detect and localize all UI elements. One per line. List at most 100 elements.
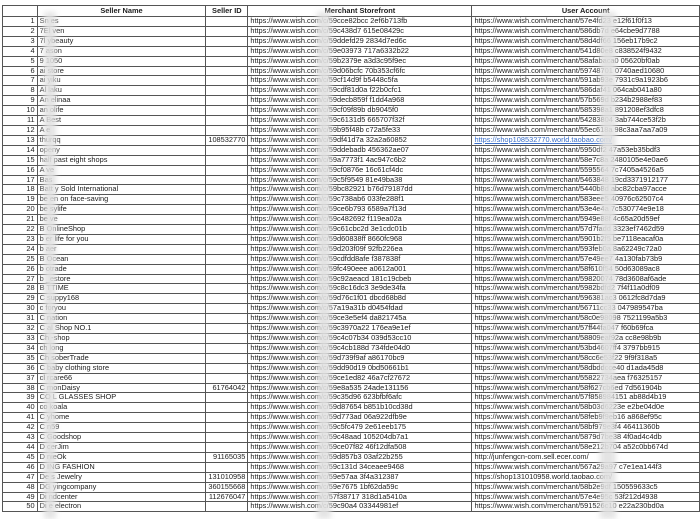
merchant-storefront-cell[interactable]: https://www.wish.com/c/59c92aeacd 181c19… [247, 273, 473, 285]
merchant-storefront-cell[interactable]: https://www.wish.com/c/59ce6b793 6589a7f… [247, 204, 473, 216]
merchant-storefront-cell[interactable]: https://www.wish.com/c/59cdf81d0a f22b0c… [247, 85, 473, 97]
seller-name-cell[interactable]: C Goodshop [36, 432, 207, 443]
user-account-cell[interactable]: https://www.wish.com/merchant/58e7c8a 24… [471, 154, 700, 166]
seller-id-cell[interactable] [205, 124, 249, 136]
seller-name-cell[interactable]: D cerJim [36, 441, 207, 453]
merchant-storefront-cell[interactable]: https://www.wish.com/c/59c438d7 615e0842… [247, 25, 473, 37]
row-number-cell[interactable]: 19 [2, 194, 38, 206]
merchant-storefront-cell[interactable]: https://www.wish.com/c/59c4cb188d 734fde… [247, 342, 473, 354]
user-account-cell[interactable]: https://www.wish.com/merchant/5879d7be38… [471, 432, 700, 443]
row-number-cell[interactable]: 2 [2, 25, 38, 37]
seller-name-cell[interactable]: ai store [36, 65, 207, 77]
row-number-cell[interactable]: 45 [2, 451, 38, 463]
user-account-cell[interactable]: https://www.wish.com/merchant/58d4df66 1… [471, 35, 700, 47]
row-number-cell[interactable]: 8 [2, 85, 38, 97]
seller-id-cell[interactable] [205, 253, 249, 265]
row-number-cell[interactable]: 13 [2, 134, 38, 146]
seller-name-cell[interactable]: 7 ason [36, 45, 207, 57]
merchant-storefront-cell[interactable]: https://www.wish.com/c/59e57aa 3f4a31238… [247, 471, 473, 483]
header-merchant-storefront[interactable]: Merchant Storefront [247, 5, 473, 17]
merchant-storefront-cell[interactable]: https://www.wish.com/c/59ce3e5ef4 da8217… [247, 313, 473, 325]
seller-id-cell[interactable] [205, 85, 249, 97]
user-account-cell[interactable]: https://www.wish.com/merchant/59748701 0… [471, 65, 700, 77]
row-number-cell[interactable]: 17 [2, 174, 38, 186]
merchant-storefront-cell[interactable]: https://www.wish.com/c/59ce07f82 46f12df… [247, 441, 473, 453]
merchant-storefront-cell[interactable]: https://www.wish.com/c/59d87654 b851b10c… [247, 402, 473, 414]
user-account-cell[interactable]: https://www.wish.com/merchant/541d80e8 c… [471, 45, 700, 57]
user-account-cell[interactable]: https://www.wish.com/merchant/5595564 7c… [471, 164, 700, 176]
row-number-cell[interactable]: 35 [2, 352, 38, 364]
row-number-cell[interactable]: 15 [2, 154, 38, 166]
seller-name-cell[interactable]: 7l ybeauty [36, 35, 207, 47]
seller-name-cell[interactable]: b otrade [36, 263, 207, 275]
seller-name-cell[interactable]: C baby clothing store [36, 362, 207, 374]
merchant-storefront-cell[interactable]: https://www.wish.com/c/59df41d7a 32a2a60… [247, 134, 473, 146]
row-number-cell[interactable]: 42 [2, 422, 38, 434]
user-account-cell[interactable]: https://www.wish.com/merchant/58feb9f9eb… [471, 412, 700, 424]
user-account-cell[interactable]: https://www.wish.com/merchant/5440b8d ab… [471, 184, 700, 196]
seller-id-cell[interactable] [205, 45, 249, 57]
merchant-storefront-cell[interactable]: https://www.wish.com/c/57a19a31b d0454fd… [247, 303, 473, 315]
row-number-cell[interactable]: 34 [2, 342, 38, 354]
seller-id-cell[interactable]: 108532770 [205, 134, 249, 146]
seller-name-cell[interactable]: b aer [36, 243, 207, 255]
merchant-storefront-cell[interactable]: https://www.wish.com/c/59ce1ed82 46a7cf2… [247, 372, 473, 384]
seller-id-cell[interactable] [205, 204, 249, 216]
user-account-cell[interactable]: https://www.wish.com/merchant/57d7fadd 3… [471, 224, 700, 235]
user-account-link[interactable]: https://shop108532770.world.taobao.com/ [474, 135, 613, 144]
seller-id-cell[interactable] [205, 432, 249, 443]
user-account-cell[interactable]: https://www.wish.com/merchant/58b03d6223… [471, 402, 700, 414]
seller-id-cell[interactable] [205, 105, 249, 117]
seller-name-cell[interactable]: Ch soberTrade [36, 352, 207, 364]
row-number-cell[interactable]: 50 [2, 501, 38, 513]
row-number-cell[interactable]: 25 [2, 253, 38, 265]
seller-name-cell[interactable]: A e [36, 124, 207, 136]
seller-id-cell[interactable] [205, 323, 249, 334]
user-account-cell[interactable]: https://www.wish.com/merchant/54283804 3… [471, 115, 700, 126]
seller-id-cell[interactable] [205, 441, 249, 453]
seller-name-cell[interactable]: b _estore [36, 273, 207, 285]
merchant-storefront-cell[interactable]: https://www.wish.com/c/59d06bcfc 70b353c… [247, 65, 473, 77]
row-number-cell[interactable]: 23 [2, 233, 38, 245]
merchant-storefront-cell[interactable]: https://www.wish.com/c/59d739f9af a86170… [247, 352, 473, 364]
user-account-cell[interactable]: https://www.wish.com/merchant/567a29a97 … [471, 461, 700, 473]
seller-name-cell[interactable]: B TTIME [36, 283, 207, 295]
merchant-storefront-cell[interactable]: https://www.wish.com/c/59ddebadb 456362a… [247, 144, 473, 156]
user-account-cell[interactable]: https://www.wish.com/merchant/57ff44fa04… [471, 323, 700, 334]
seller-name-cell[interactable]: C n59 [36, 422, 207, 434]
seller-id-cell[interactable] [205, 35, 249, 47]
row-number-cell[interactable]: 49 [2, 491, 38, 503]
header-seller-name[interactable]: Seller Name [36, 5, 207, 17]
merchant-storefront-cell[interactable]: https://www.wish.com/c/59d203f09f 92fb22… [247, 243, 473, 255]
seller-name-cell[interactable]: openy [36, 144, 207, 156]
merchant-storefront-cell[interactable]: https://www.wish.com/c/59c131d 34ceaee94… [247, 461, 473, 473]
merchant-storefront-cell[interactable]: https://www.wish.com/c/59c61cbc2d 3e1cdc… [247, 224, 473, 235]
seller-name-cell[interactable]: cl rcare66 [36, 372, 207, 384]
row-number-cell[interactable]: 39 [2, 392, 38, 404]
seller-id-cell[interactable] [205, 372, 249, 384]
row-number-cell[interactable]: 10 [2, 105, 38, 117]
seller-name-cell[interactable]: De s Jewelry [36, 471, 207, 483]
seller-id-cell[interactable] [205, 16, 249, 27]
merchant-storefront-cell[interactable]: https://www.wish.com/c/59fc490eee a0612a… [247, 263, 473, 275]
seller-name-cell[interactable]: Al laku [36, 85, 207, 97]
seller-id-cell[interactable] [205, 214, 249, 226]
header-user-account[interactable]: User Account [471, 5, 700, 17]
row-number-cell[interactable]: 41 [2, 412, 38, 424]
seller-id-cell[interactable]: 360155668 [205, 481, 249, 493]
merchant-storefront-cell[interactable]: https://www.wish.com/c/59b2379e a3d3c95f… [247, 55, 473, 67]
row-number-cell[interactable]: 32 [2, 323, 38, 334]
merchant-storefront-cell[interactable]: https://www.wish.com/c/59e7675 1bf62da59… [247, 481, 473, 493]
seller-id-cell[interactable] [205, 154, 249, 166]
seller-name-cell[interactable]: B OnlineShop [36, 224, 207, 235]
seller-id-cell[interactable] [205, 362, 249, 374]
user-account-cell[interactable]: https://www.wish.com/merchant/591526c10 … [471, 501, 700, 513]
merchant-storefront-cell[interactable]: https://www.wish.com/c/59d60838ff 8660fc… [247, 233, 473, 245]
row-number-cell[interactable]: 30 [2, 303, 38, 315]
user-account-cell[interactable]: https://www.wish.com/merchant/55ec618a 9… [471, 124, 700, 136]
seller-name-cell[interactable]: Di ndcenter [36, 491, 207, 503]
merchant-storefront-cell[interactable]: https://www.wish.com/c/59decb859f f1dd4a… [247, 95, 473, 107]
merchant-storefront-cell[interactable]: https://www.wish.com/c/59c6131d5 665707f… [247, 115, 473, 126]
seller-id-cell[interactable] [205, 392, 249, 404]
user-account-cell[interactable]: https://www.wish.com/merchant/58bf979e3f… [471, 422, 700, 434]
